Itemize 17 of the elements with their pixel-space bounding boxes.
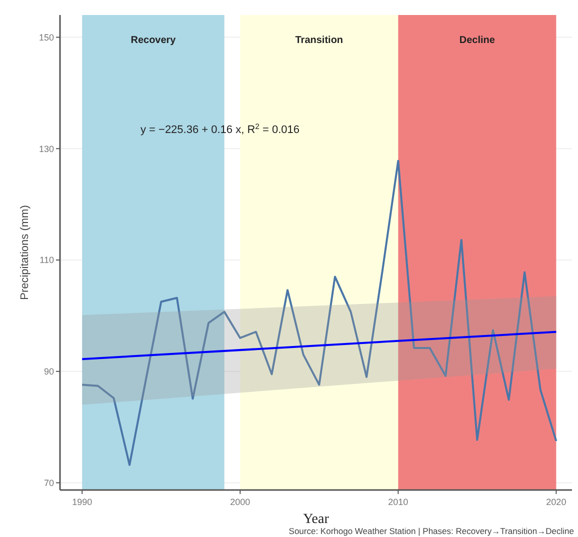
annotation: y = −225.36 + 0.16 x, R$^{2}$ = 0.016 [140, 122, 300, 136]
x-tick-label: 1990 [72, 497, 92, 507]
y-tick-label: 130 [38, 144, 54, 154]
y-tick-label: 110 [40, 255, 54, 266]
y-tick-label: 70 [44, 478, 54, 488]
x-tick-label: 2020 [546, 497, 566, 507]
x-tick-label: 2000 [230, 497, 250, 507]
source-note: Source: Korhogo Weather Station | Phases: Recovery→Transition→Decline [288, 526, 574, 536]
line-series [81, 160, 558, 466]
y-axis-title: Precipitations (mm) [19, 205, 31, 300]
y-tick-label: 90 [44, 366, 54, 377]
band-label: Recovery [130, 35, 176, 46]
x-tick-label: 2010 [388, 497, 408, 507]
x-axis-title: Year [303, 512, 330, 527]
y-tick-label: 150 [38, 32, 54, 42]
band-label: Decline [459, 35, 496, 46]
band-label: Transition [295, 35, 344, 46]
